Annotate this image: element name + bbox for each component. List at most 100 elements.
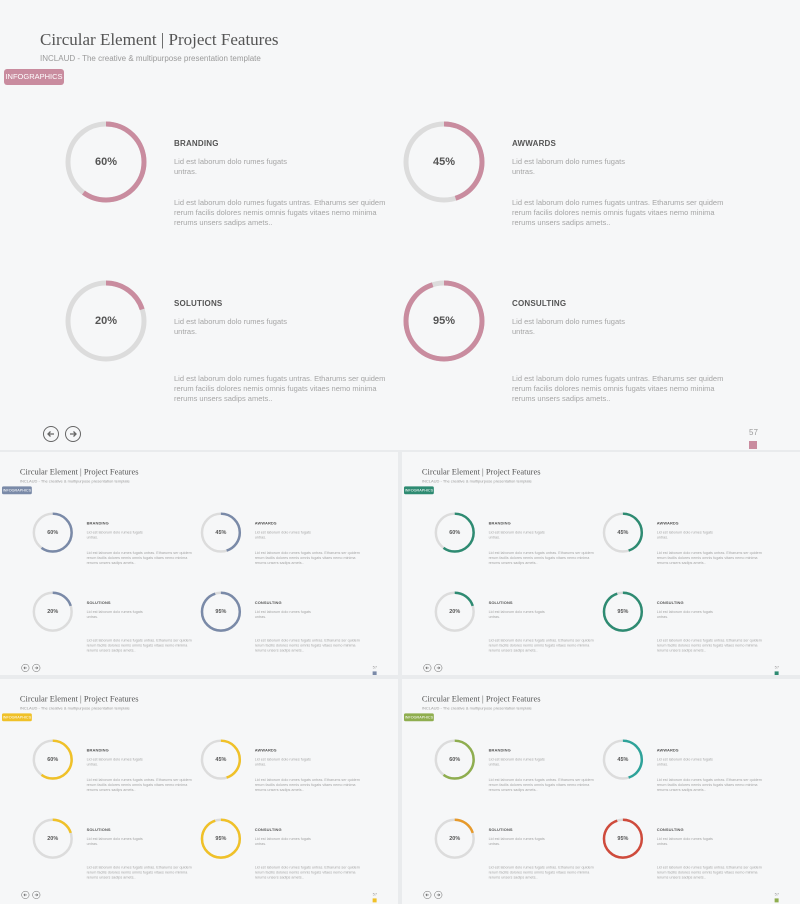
progress-ring: 20%	[62, 277, 150, 365]
page-number: 57	[774, 664, 780, 670]
slide-title: Circular Element | Project Features	[19, 466, 139, 477]
feature-title: AWWARDS	[656, 521, 679, 526]
page-marker	[774, 671, 779, 675]
infographics-tag: INFOGRAPHICS	[1, 486, 32, 495]
feature-title: SOLUTIONS	[488, 827, 513, 833]
feature-description: Lid est laborum dolo rumes fugats untras…	[254, 638, 360, 653]
feature-description: Lid est laborum dolo rumes fugats untras…	[254, 777, 360, 792]
feature-summary: Lid est laborum dolo rumes fugats untras…	[512, 317, 625, 336]
progress-ring: 45%	[199, 738, 243, 782]
progress-ring: 60%	[62, 118, 150, 206]
ring-percent: 95%	[617, 835, 629, 842]
feature-description: Lid est laborum dolo rumes fugats untras…	[488, 638, 594, 653]
progress-ring: 20%	[433, 590, 477, 634]
prev-button[interactable]	[21, 890, 30, 899]
feature-title: SOLUTIONS	[86, 827, 111, 833]
infographics-tag: INFOGRAPHICS	[4, 69, 64, 85]
ring-percent: 45%	[432, 156, 456, 168]
ring-percent: 95%	[215, 608, 227, 615]
slide-title: Circular Element | Project Features	[19, 693, 139, 704]
ring-percent: 20%	[47, 608, 59, 615]
feature-title: CONSULTING	[254, 827, 282, 833]
ring-percent: 20%	[449, 835, 461, 842]
feature-title: SOLUTIONS	[86, 600, 111, 606]
feature-description: Lid est laborum dolo rumes fugats untras…	[86, 865, 192, 880]
next-button[interactable]	[32, 663, 41, 672]
ring-percent: 60%	[449, 529, 461, 536]
progress-ring: 95%	[601, 817, 645, 861]
next-button[interactable]	[434, 663, 443, 672]
slide-content: Circular Element | Project Features INCLA…	[0, 0, 800, 450]
feature-summary: Lid est laborum dolo rumes fugats untras…	[488, 609, 545, 620]
arrow-left-icon	[425, 666, 429, 670]
progress-ring: 20%	[31, 817, 75, 861]
feature-title: AWWARDS	[254, 748, 277, 753]
feature-description: Lid est laborum dolo rumes fugats untras…	[512, 374, 724, 403]
feature-title: BRANDING	[174, 139, 219, 148]
arrow-left-icon	[425, 893, 429, 897]
ring-percent: 45%	[617, 756, 629, 763]
ring-percent: 20%	[47, 835, 59, 842]
feature-summary: Lid est laborum dolo rumes fugats untras…	[254, 836, 311, 847]
feature-summary: Lid est laborum dolo rumes fugats untras…	[488, 757, 545, 767]
feature-description: Lid est laborum dolo rumes fugats untras…	[512, 198, 724, 227]
page-marker	[774, 898, 779, 903]
feature-description: Lid est laborum dolo rumes fugats untras…	[254, 865, 360, 880]
slide-content: Circular Element | Project Features INCLA…	[0, 452, 398, 675]
feature-description: Lid est laborum dolo rumes fugats untras…	[488, 865, 594, 880]
slide-title: Circular Element | Project Features	[421, 693, 541, 704]
slide-thumb-multicolor[interactable]: Circular Element | Project Features INCLA…	[402, 679, 800, 904]
next-button[interactable]	[434, 890, 443, 899]
feature-description: Lid est laborum dolo rumes fugats untras…	[86, 550, 192, 565]
progress-ring: 45%	[400, 118, 488, 206]
slide-content: Circular Element | Project Features INCLA…	[402, 452, 800, 675]
feature-description: Lid est laborum dolo rumes fugats untras…	[86, 638, 192, 653]
prev-button[interactable]	[21, 663, 30, 672]
slide-subtitle: INCLAUD - The creative & multipurpose pr…	[421, 478, 532, 484]
slide-title: Circular Element | Project Features	[40, 30, 279, 49]
feature-title: SOLUTIONS	[488, 600, 513, 606]
prev-button[interactable]	[43, 426, 59, 442]
slide-thumb-green[interactable]: Circular Element | Project Features INCLA…	[402, 452, 800, 675]
slide-title: Circular Element | Project Features	[421, 466, 541, 477]
next-button[interactable]	[65, 426, 81, 442]
feature-description: Lid est laborum dolo rumes fugats untras…	[656, 777, 762, 792]
feature-title: CONSULTING	[512, 299, 567, 308]
slide-content: Circular Element | Project Features INCLA…	[0, 679, 398, 903]
ring-percent: 60%	[449, 756, 461, 763]
feature-summary: Lid est laborum dolo rumes fugats untras…	[254, 609, 311, 620]
infographics-tag: INFOGRAPHICS	[403, 486, 434, 495]
page-marker	[372, 898, 377, 903]
ring-percent: 60%	[47, 756, 59, 763]
next-button[interactable]	[32, 890, 41, 899]
feature-summary: Lid est laborum dolo rumes fugats untras…	[512, 157, 625, 176]
feature-title: CONSULTING	[254, 600, 282, 606]
progress-ring: 20%	[31, 590, 75, 634]
slide-subtitle: INCLAUD - The creative & multipurpose pr…	[40, 54, 261, 63]
slide-thumb-yellow[interactable]: Circular Element | Project Features INCLA…	[0, 679, 398, 904]
progress-ring: 60%	[31, 738, 75, 782]
arrow-right-icon	[34, 666, 39, 670]
slide-main[interactable]: Circular Element | Project Features INCLA…	[0, 0, 800, 450]
slide-content: Circular Element | Project Features INCLA…	[402, 679, 800, 903]
slide-subtitle: INCLAUD - The creative & multipurpose pr…	[421, 705, 532, 711]
arrow-right-icon	[436, 666, 441, 670]
infographics-tag: INFOGRAPHICS	[1, 713, 32, 722]
arrow-left-icon	[23, 893, 27, 897]
prev-button[interactable]	[423, 663, 432, 672]
feature-title: AWWARDS	[512, 139, 557, 148]
progress-ring: 95%	[199, 817, 243, 861]
feature-title: CONSULTING	[656, 600, 684, 606]
arrow-right-icon	[436, 893, 441, 897]
feature-title: BRANDING	[86, 521, 109, 526]
ring-percent: 20%	[94, 315, 118, 327]
page-number: 57	[774, 891, 780, 897]
prev-button[interactable]	[423, 890, 432, 899]
feature-summary: Lid est laborum dolo rumes fugats untras…	[656, 757, 713, 767]
progress-ring: 95%	[199, 590, 243, 634]
feature-description: Lid est laborum dolo rumes fugats untras…	[656, 638, 762, 653]
progress-ring: 45%	[601, 738, 645, 782]
feature-title: BRANDING	[488, 521, 511, 526]
slide-thumb-blue[interactable]: Circular Element | Project Features INCLA…	[0, 452, 398, 675]
progress-ring: 20%	[433, 817, 477, 861]
